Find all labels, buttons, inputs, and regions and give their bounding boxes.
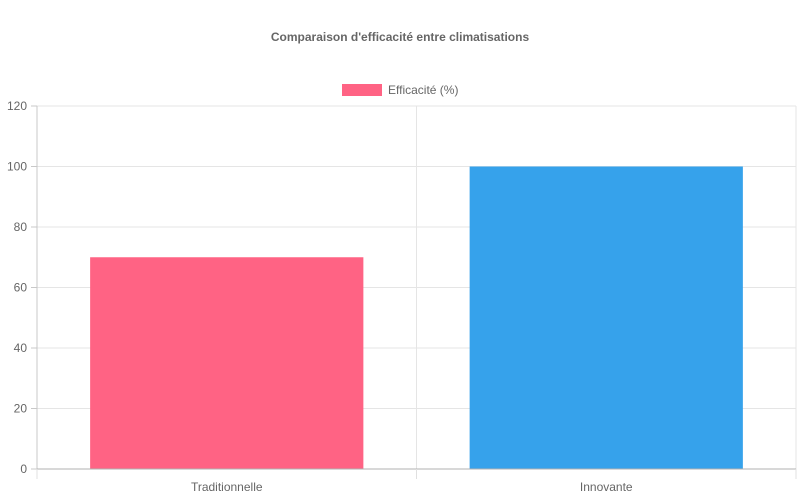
bar-traditionnelle[interactable] [90,257,364,469]
axes [31,106,796,479]
legend-swatch [342,84,382,96]
bar-innovante[interactable] [469,166,743,470]
x-tick-label: Innovante [580,480,633,494]
y-tick-label: 0 [20,462,27,476]
legend[interactable]: Efficacité (%) [342,83,458,97]
y-tick-label: 60 [14,281,28,295]
bars [90,166,743,470]
chart-title: Comparaison d'efficacité entre climatisa… [271,30,530,44]
y-tick-label: 40 [14,341,28,355]
y-axis-ticks: 0 20 40 60 80 100 120 [7,99,37,476]
legend-label: Efficacité (%) [388,83,458,97]
y-tick-label: 80 [14,220,28,234]
x-tick-label: Traditionnelle [191,480,263,494]
y-tick-label: 20 [14,402,28,416]
y-tick-label: 120 [7,99,27,113]
x-axis-ticks: Traditionnelle Innovante [36,469,797,494]
y-tick-label: 100 [7,160,27,174]
